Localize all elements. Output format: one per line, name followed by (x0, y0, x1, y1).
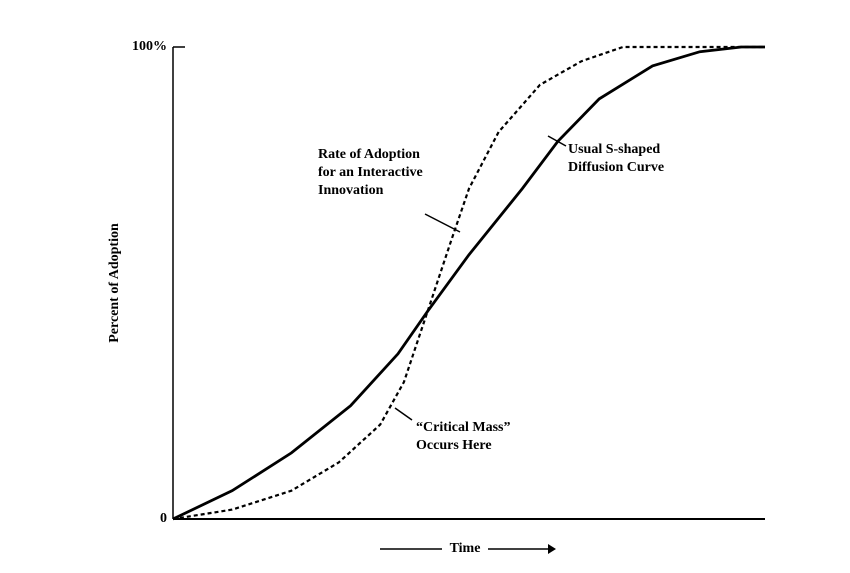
annotation-leader (394, 407, 413, 421)
x-arrow-head (548, 544, 556, 554)
annotation-leader (547, 135, 567, 147)
annotation: for an Interactive (318, 165, 423, 180)
annotation: “Critical Mass” (416, 420, 510, 435)
x-axis-label: Time (450, 541, 481, 556)
y-tick-label: 100% (132, 39, 167, 54)
y-axis-label: Percent of Adoption (107, 223, 122, 343)
series-line (172, 45, 765, 521)
annotation: Occurs Here (416, 438, 492, 453)
annotation: Usual S-shaped (568, 142, 660, 157)
y-tick-label: 0 (160, 511, 167, 526)
series-line (172, 45, 765, 521)
annotation: Rate of Adoption (318, 147, 420, 162)
annotation: Diffusion Curve (568, 160, 664, 175)
annotation-leader (424, 213, 461, 233)
annotation: Innovation (318, 183, 384, 198)
